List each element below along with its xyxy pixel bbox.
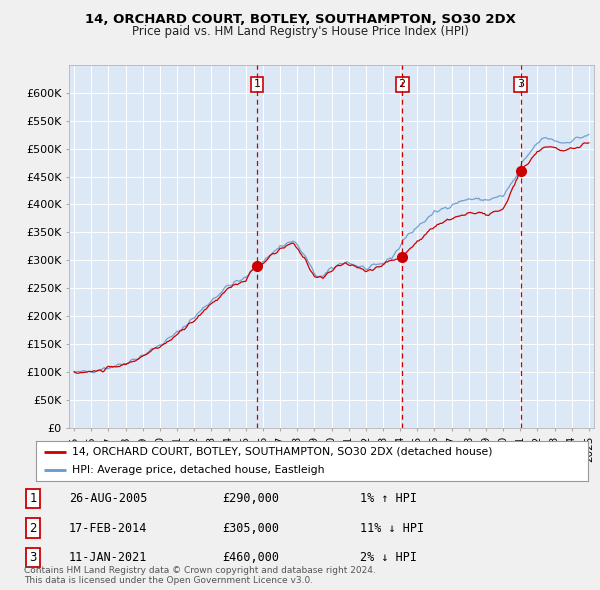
Text: 11% ↓ HPI: 11% ↓ HPI [360,522,424,535]
Text: 1: 1 [253,80,260,90]
Text: 3: 3 [29,551,37,564]
Text: 2: 2 [398,80,406,90]
Text: 17-FEB-2014: 17-FEB-2014 [69,522,148,535]
Text: 11-JAN-2021: 11-JAN-2021 [69,551,148,564]
Text: 1: 1 [29,492,37,505]
Text: 2% ↓ HPI: 2% ↓ HPI [360,551,417,564]
Text: Contains HM Land Registry data © Crown copyright and database right 2024.
This d: Contains HM Land Registry data © Crown c… [24,566,376,585]
Text: 14, ORCHARD COURT, BOTLEY, SOUTHAMPTON, SO30 2DX: 14, ORCHARD COURT, BOTLEY, SOUTHAMPTON, … [85,13,515,26]
Text: 26-AUG-2005: 26-AUG-2005 [69,492,148,505]
Text: £305,000: £305,000 [222,522,279,535]
Text: £460,000: £460,000 [222,551,279,564]
Text: Price paid vs. HM Land Registry's House Price Index (HPI): Price paid vs. HM Land Registry's House … [131,25,469,38]
Text: 1% ↑ HPI: 1% ↑ HPI [360,492,417,505]
Text: £290,000: £290,000 [222,492,279,505]
Text: HPI: Average price, detached house, Eastleigh: HPI: Average price, detached house, East… [72,465,325,475]
Text: 2: 2 [29,522,37,535]
Text: 3: 3 [517,80,524,90]
Text: 14, ORCHARD COURT, BOTLEY, SOUTHAMPTON, SO30 2DX (detached house): 14, ORCHARD COURT, BOTLEY, SOUTHAMPTON, … [72,447,493,457]
